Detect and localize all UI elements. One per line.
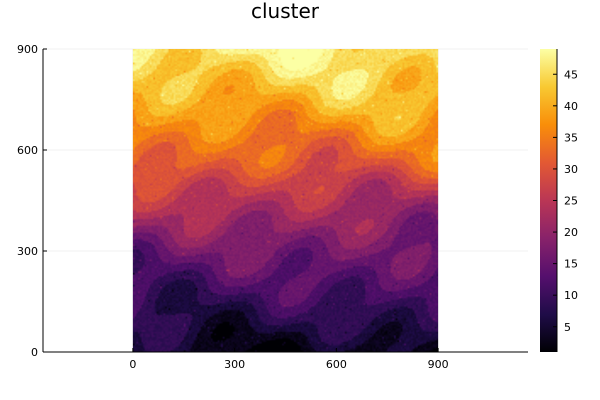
x-tick-label: 300: [224, 358, 245, 371]
y-tick-label: 300: [17, 245, 38, 258]
colorbar-tick-label: 5: [564, 321, 571, 334]
x-tick-label: 0: [129, 358, 136, 371]
colorbar-tick-label: 20: [564, 226, 578, 239]
heatmap-image: [132, 49, 439, 352]
colorbar-tick-label: 40: [564, 100, 578, 113]
colorbar-ticks: 5 10 15 20 25 30 35 40 45: [553, 68, 578, 334]
colorbar-tick-label: 25: [564, 195, 578, 208]
x-axis-ticks: 0 300 600 900: [129, 348, 449, 371]
heatmap-raster: [132, 49, 439, 352]
y-tick-label: 0: [31, 346, 38, 359]
y-tick-label: 900: [17, 43, 38, 56]
colorbar-tick-label: 10: [564, 289, 578, 302]
y-axis-ticks: 0 300 600 900: [17, 43, 47, 359]
colorbar-tick-label: 30: [564, 163, 578, 176]
colorbar-tick-label: 45: [564, 68, 578, 81]
colorbar-tick-label: 15: [564, 258, 578, 271]
colorbar: [540, 49, 557, 352]
colorbar-tick-label: 35: [564, 131, 578, 144]
x-tick-label: 600: [326, 358, 347, 371]
x-tick-label: 900: [428, 358, 449, 371]
chart-title: cluster: [251, 0, 320, 23]
y-tick-label: 600: [17, 144, 38, 157]
